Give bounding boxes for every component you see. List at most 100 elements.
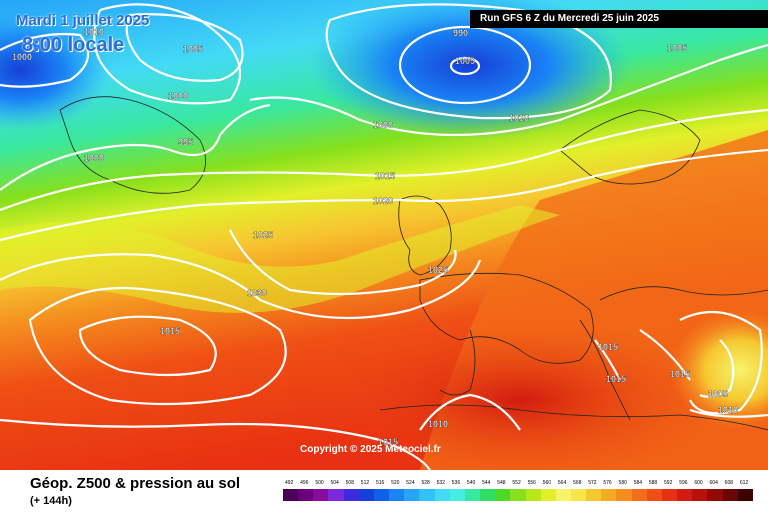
isobar-label: 1005	[455, 56, 475, 66]
scale-label: 568	[573, 480, 582, 486]
scale-label: 556	[527, 480, 536, 486]
scale-cell	[298, 489, 314, 501]
scale-cell	[631, 489, 647, 501]
scale-label: 576	[603, 480, 612, 486]
legend-panel: Géop. Z500 & pression au sol (+ 144h) 49…	[0, 470, 768, 512]
scale-label: 608	[724, 480, 734, 486]
warm-east	[670, 310, 768, 430]
isobar-label: 1010	[718, 405, 738, 415]
scale-label: 580	[618, 480, 627, 486]
scale-cell	[464, 489, 481, 501]
scale-cell	[601, 489, 617, 501]
scale-label: 520	[391, 480, 400, 486]
scale-label: 564	[557, 480, 567, 486]
scale-cell	[389, 489, 405, 501]
color-scale	[283, 489, 753, 501]
isobar-label: 1025	[253, 230, 273, 240]
scale-label: 540	[466, 480, 476, 486]
scale-cell	[480, 489, 496, 501]
scale-cell	[707, 489, 723, 501]
scale-cell	[343, 489, 359, 501]
scale-label: 504	[330, 480, 339, 486]
map-canvas: 1000 1010 1005 1000 1000 995 990 1005 10…	[0, 0, 768, 470]
isobar-label: 1010	[509, 113, 529, 123]
isobar-label: 995	[178, 137, 193, 147]
isobar-label: 1020	[373, 196, 393, 206]
scale-label: 560	[542, 480, 552, 486]
isobars	[0, 3, 768, 470]
scale-cell	[661, 489, 678, 501]
isobar-label: 1015	[375, 171, 395, 181]
run-banner: Run GFS 6 Z du Mercredi 25 juin 2025	[470, 10, 768, 28]
scale-cell	[540, 489, 556, 501]
isobar-label: 1005	[183, 44, 203, 54]
isobar-label: 1025	[428, 265, 448, 275]
isobar-label: 1015	[670, 369, 690, 379]
isobar-label: 1015	[378, 437, 398, 447]
isobar-label: 1010	[428, 419, 448, 429]
scale-label: 552	[512, 480, 521, 486]
scale-cell	[586, 489, 602, 501]
forecast-date: Mardi 1 juillet 2025	[16, 12, 150, 29]
scale-cell	[692, 489, 708, 501]
scale-label: 532	[436, 480, 445, 486]
scale-label: 584	[633, 480, 643, 486]
scale-label: 536	[451, 480, 461, 486]
scale-label: 612	[739, 480, 749, 486]
isobar-label: 1030	[247, 288, 267, 298]
scale-cell	[358, 489, 374, 501]
isobar-label: 1010	[84, 27, 104, 37]
scale-cell	[313, 489, 329, 501]
weather-map: 1000 1010 1005 1000 1000 995 990 1005 10…	[0, 0, 768, 470]
scale-cell	[722, 489, 738, 501]
scale-cell	[677, 489, 693, 501]
lead-time: (+ 144h)	[30, 495, 72, 507]
scale-cell	[646, 489, 662, 501]
scale-cell	[510, 489, 526, 501]
coastlines	[59, 96, 768, 431]
isobar-label: 1000	[84, 153, 104, 163]
scale-cell	[737, 489, 753, 501]
copyright-text: Copyright © 2025 Meteociel.fr	[300, 444, 441, 455]
isobar-label: 990	[453, 28, 468, 38]
scale-cell	[328, 489, 344, 501]
scale-label: 548	[497, 480, 506, 486]
map-title: Géop. Z500 & pression au sol	[30, 475, 241, 492]
isobar-labels: 1000 1010 1005 1000 1000 995 990 1005 10…	[12, 27, 738, 447]
isobar-label: 1015	[606, 374, 626, 384]
scale-cell	[419, 489, 435, 501]
scale-cell	[404, 489, 420, 501]
scale-label: 496	[300, 480, 309, 486]
scale-label: 572	[588, 480, 597, 486]
isobar-label: 1005	[667, 43, 687, 53]
forecast-time: 8:00 locale	[22, 34, 125, 56]
scale-cell	[449, 489, 465, 501]
scale-labels: 492 496 500 504 508 512 516 520 524 528 532 536 540 5…	[283, 480, 753, 488]
isobar-label: 1000	[373, 120, 393, 130]
scale-label: 528	[421, 480, 430, 486]
scale-label: 588	[648, 480, 658, 486]
scale-label: 508	[345, 480, 354, 486]
scale-cell	[495, 489, 511, 501]
isobar-label: 1000	[168, 91, 188, 101]
isobar-label: 1015	[598, 342, 618, 352]
scale-cell	[570, 489, 587, 501]
scale-label: 500	[315, 480, 324, 486]
scale-label: 512	[360, 480, 370, 486]
scale-label: 544	[482, 480, 491, 486]
scale-label: 516	[375, 480, 385, 486]
scale-label: 524	[406, 480, 415, 486]
scale-cell	[434, 489, 450, 501]
scale-label: 596	[679, 480, 688, 486]
scale-label: 592	[664, 480, 673, 486]
isobar-label: 1000	[12, 52, 32, 62]
scale-cell	[373, 489, 390, 501]
isobar-label: 1005	[708, 389, 728, 399]
scale-cell	[555, 489, 571, 501]
scale-label: 600	[694, 480, 703, 486]
scale-cell	[525, 489, 541, 501]
scale-label: 604	[709, 480, 718, 486]
yellow-band	[0, 205, 560, 313]
upper-low	[310, 0, 630, 140]
scale-label: 492	[285, 480, 294, 486]
